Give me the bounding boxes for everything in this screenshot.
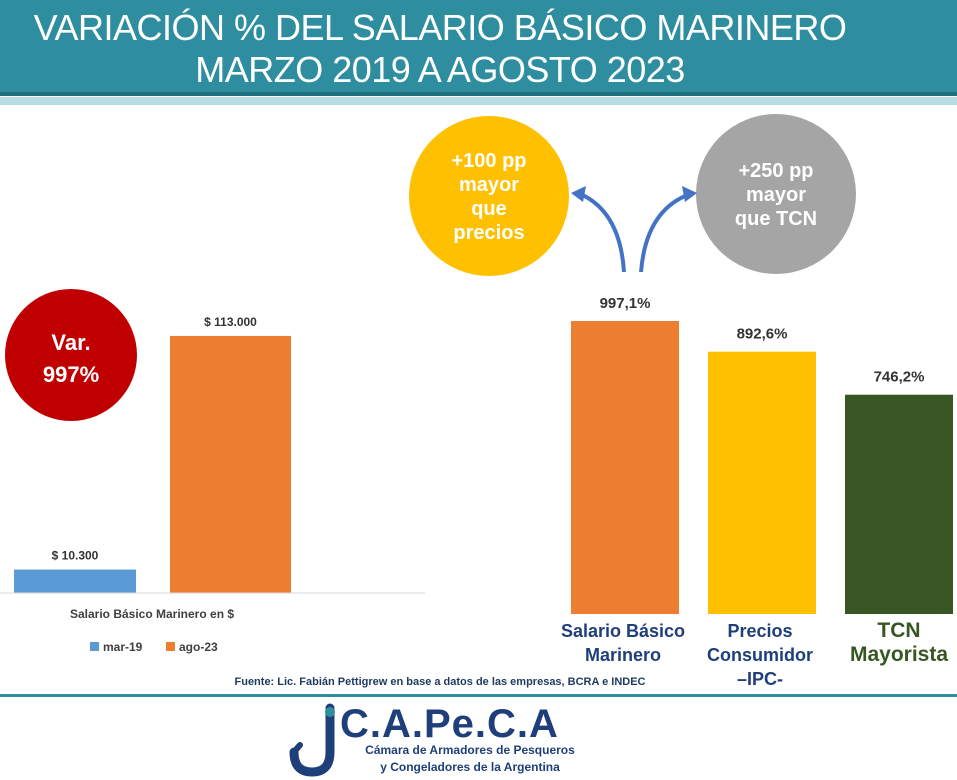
arrow-to-annotation-1	[577, 191, 626, 273]
annotation-2-line3: que TCN	[735, 208, 817, 230]
source-note: Fuente: Lic. Fabián Pettigrew en base a …	[234, 676, 646, 688]
legend-label-ago-23: ago-23	[179, 640, 218, 654]
data-label-ago-23: $ 113.000	[204, 315, 257, 329]
data-label-3: 746,2%	[874, 369, 925, 386]
footer-divider	[0, 694, 957, 697]
data-label-2: 892,6%	[737, 326, 788, 343]
page-title-line1: VARIACIÓN % DEL SALARIO BÁSICO MARINERO	[33, 7, 847, 48]
annotation-circle-1	[409, 116, 569, 276]
arrow-to-annotation-2	[639, 192, 691, 273]
arrowhead-2	[682, 186, 697, 202]
logo-name: C.A.Pe.C.A	[340, 702, 559, 746]
data-label-1: 997,1%	[600, 295, 651, 312]
bar-mar-19	[14, 569, 136, 593]
annotation-2-line1: +250 pp	[738, 160, 813, 182]
page-title-line2: MARZO 2019 A AGOSTO 2023	[195, 49, 685, 90]
annotation-1-line3: que	[471, 198, 507, 220]
bar-2	[708, 351, 816, 614]
bar-3	[845, 394, 953, 614]
header-bar	[0, 0, 957, 92]
data-label-mar-19: $ 10.300	[52, 549, 99, 563]
annotation-2-line2: mayor	[746, 184, 806, 206]
annotation-circle-2	[696, 114, 856, 274]
header-divider	[0, 92, 957, 96]
annotation-1-line4: precios	[453, 222, 524, 244]
category-label-1-line2: Marinero	[585, 645, 661, 665]
variation-circle	[5, 289, 137, 421]
variation-label: Var.	[51, 330, 90, 355]
category-label-3-line1: TCN	[877, 619, 920, 642]
annotation-1-line2: mayor	[459, 174, 519, 196]
category-label-1-line1: Salario Básico	[561, 621, 685, 641]
legend-swatch-mar-19	[90, 642, 99, 651]
category-label-2-line3: –IPC-	[737, 669, 783, 689]
legend-label-mar-19: mar-19	[103, 640, 143, 654]
header-stripe	[0, 97, 957, 105]
category-label-2-line2: Consumidor	[707, 645, 813, 665]
bar-1	[571, 321, 679, 614]
x-axis-label: Salario Básico Marinero en $	[70, 607, 234, 621]
logo-subtitle-line2: y Congeladores de la Argentina	[380, 760, 560, 774]
annotation-1-line1: +100 pp	[451, 150, 526, 172]
logo-subtitle-line1: Cámara de Armadores de Pesqueros	[365, 743, 575, 757]
category-label-3-line2: Mayorista	[850, 643, 948, 666]
variation-value: 997%	[43, 362, 99, 387]
bar-ago-23	[170, 335, 291, 593]
category-label-2-line1: Precios	[727, 621, 792, 641]
legend-swatch-ago-23	[166, 642, 175, 651]
arrowhead-1	[571, 186, 586, 202]
